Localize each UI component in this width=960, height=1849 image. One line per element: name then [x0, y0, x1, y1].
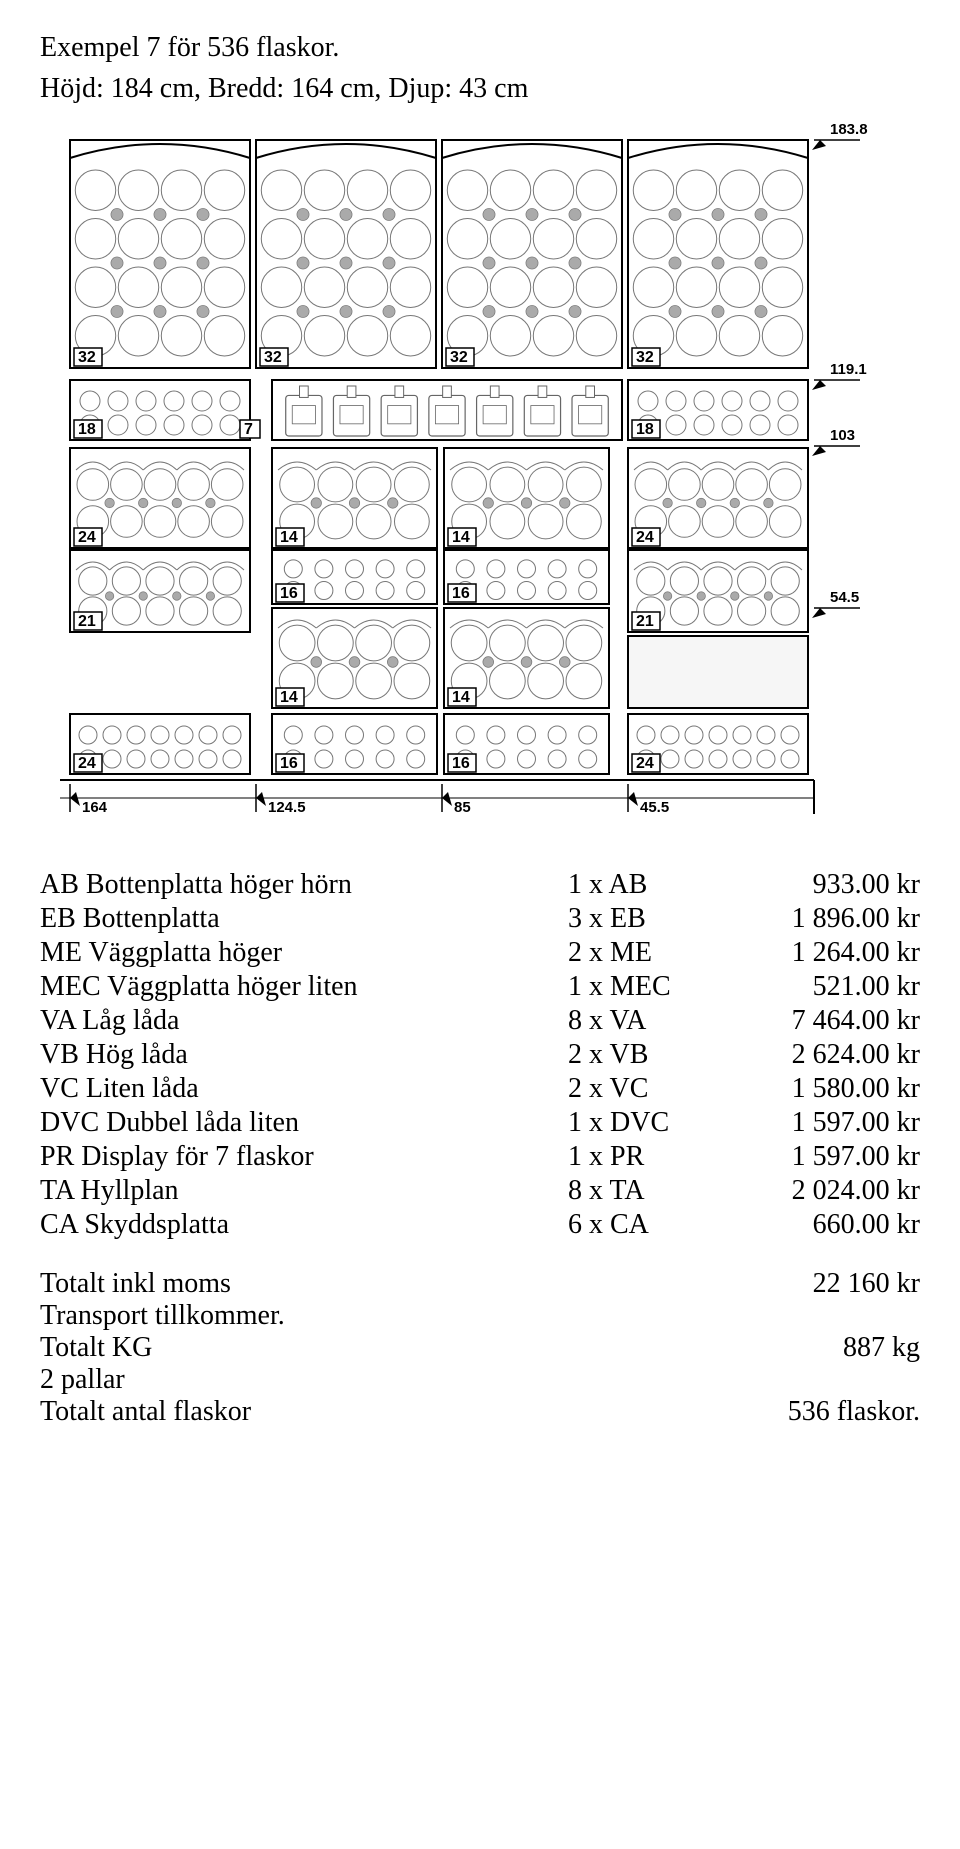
svg-text:18: 18 [78, 421, 96, 438]
svg-text:18: 18 [636, 421, 654, 438]
part-qty: 1 x PR [568, 1140, 709, 1174]
total-flaskor-label: Totalt antal flaskor [40, 1396, 251, 1428]
part-price: 933.00 kr [709, 868, 920, 902]
table-row: CA Skyddsplatta6 x CA660.00 kr [40, 1208, 920, 1242]
svg-text:14: 14 [452, 529, 470, 546]
part-qty: 8 x TA [568, 1174, 709, 1208]
svg-text:14: 14 [452, 689, 470, 706]
part-qty: 1 x DVC [568, 1106, 709, 1140]
total-flaskor-value: 536 flaskor. [788, 1396, 920, 1428]
part-desc: PR Display för 7 flaskor [40, 1140, 568, 1174]
total-kg-value: 887 kg [843, 1332, 920, 1364]
table-row: MEC Väggplatta höger liten1 x MEC521.00 … [40, 970, 920, 1004]
svg-text:32: 32 [264, 349, 282, 366]
svg-text:124.5: 124.5 [268, 799, 306, 816]
part-qty: 2 x ME [568, 936, 709, 970]
table-row: EB Bottenplatta3 x EB1 896.00 kr [40, 902, 920, 936]
svg-text:21: 21 [636, 613, 654, 630]
part-qty: 1 x MEC [568, 970, 709, 1004]
part-qty: 1 x AB [568, 868, 709, 902]
part-desc: MEC Väggplatta höger liten [40, 970, 568, 1004]
total-inkl-moms-label: Totalt inkl moms [40, 1268, 231, 1300]
svg-text:21: 21 [78, 613, 96, 630]
part-desc: CA Skyddsplatta [40, 1208, 568, 1242]
part-price: 2 624.00 kr [709, 1038, 920, 1072]
part-price: 660.00 kr [709, 1208, 920, 1242]
svg-text:164: 164 [82, 799, 108, 816]
svg-text:32: 32 [450, 349, 468, 366]
part-price: 1 597.00 kr [709, 1140, 920, 1174]
part-price: 1 580.00 kr [709, 1072, 920, 1106]
svg-text:119.1: 119.1 [830, 361, 867, 378]
part-desc: DVC Dubbel låda liten [40, 1106, 568, 1140]
svg-text:24: 24 [78, 755, 96, 772]
total-kg-label: Totalt KG [40, 1332, 152, 1364]
svg-text:32: 32 [78, 349, 96, 366]
svg-text:183.8: 183.8 [830, 121, 868, 138]
part-qty: 8 x VA [568, 1004, 709, 1038]
svg-text:14: 14 [280, 529, 298, 546]
part-qty: 2 x VB [568, 1038, 709, 1072]
svg-text:24: 24 [636, 529, 654, 546]
table-row: DVC Dubbel låda liten1 x DVC1 597.00 kr [40, 1106, 920, 1140]
svg-text:14: 14 [280, 689, 298, 706]
svg-text:16: 16 [452, 585, 470, 602]
part-qty: 2 x VC [568, 1072, 709, 1106]
svg-text:45.5: 45.5 [640, 799, 669, 816]
part-price: 1 896.00 kr [709, 902, 920, 936]
part-desc: ME Väggplatta höger [40, 936, 568, 970]
wine-rack-diagram: 32 32 32 32 18 7 18 24 24 14 14 21 21 16 16 14 14 24 24 16 1… [40, 120, 920, 840]
title-line-2: Höjd: 184 cm, Bredd: 164 cm, Djup: 43 cm [40, 71, 920, 106]
part-price: 2 024.00 kr [709, 1174, 920, 1208]
transport-note: Transport tillkommer. [40, 1300, 285, 1332]
svg-text:24: 24 [78, 529, 96, 546]
part-desc: VC Liten låda [40, 1072, 568, 1106]
parts-table: AB Bottenplatta höger hörn1 x AB933.00 k… [40, 868, 920, 1242]
table-row: TA Hyllplan8 x TA2 024.00 kr [40, 1174, 920, 1208]
table-row: VC Liten låda2 x VC1 580.00 kr [40, 1072, 920, 1106]
svg-text:7: 7 [244, 421, 253, 438]
part-desc: VB Hög låda [40, 1038, 568, 1072]
svg-text:103: 103 [830, 427, 855, 444]
part-price: 7 464.00 kr [709, 1004, 920, 1038]
part-qty: 6 x CA [568, 1208, 709, 1242]
table-row: AB Bottenplatta höger hörn1 x AB933.00 k… [40, 868, 920, 902]
table-row: VB Hög låda2 x VB2 624.00 kr [40, 1038, 920, 1072]
table-row: VA Låg låda8 x VA7 464.00 kr [40, 1004, 920, 1038]
table-row: ME Väggplatta höger2 x ME1 264.00 kr [40, 936, 920, 970]
svg-text:16: 16 [280, 755, 298, 772]
svg-text:32: 32 [636, 349, 654, 366]
svg-text:54.5: 54.5 [830, 589, 859, 606]
part-price: 1 597.00 kr [709, 1106, 920, 1140]
part-price: 521.00 kr [709, 970, 920, 1004]
part-desc: AB Bottenplatta höger hörn [40, 868, 568, 902]
total-inkl-moms-value: 22 160 kr [813, 1268, 920, 1300]
title-line-1: Exempel 7 för 536 flaskor. [40, 30, 920, 65]
pallar-note: 2 pallar [40, 1364, 125, 1396]
svg-text:16: 16 [452, 755, 470, 772]
totals-block: Totalt inkl moms 22 160 kr Transport til… [40, 1268, 920, 1428]
part-desc: TA Hyllplan [40, 1174, 568, 1208]
svg-text:85: 85 [454, 799, 471, 816]
part-price: 1 264.00 kr [709, 936, 920, 970]
part-desc: VA Låg låda [40, 1004, 568, 1038]
part-qty: 3 x EB [568, 902, 709, 936]
table-row: PR Display för 7 flaskor1 x PR1 597.00 k… [40, 1140, 920, 1174]
svg-text:24: 24 [636, 755, 654, 772]
svg-text:16: 16 [280, 585, 298, 602]
diagram-svg: 32 32 32 32 18 7 18 24 24 14 14 21 21 16 16 14 14 24 24 16 1… [40, 120, 920, 840]
part-desc: EB Bottenplatta [40, 902, 568, 936]
